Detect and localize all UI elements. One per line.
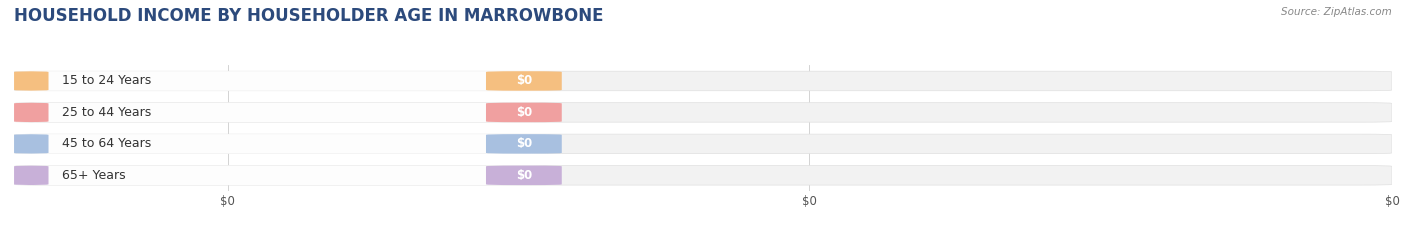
FancyBboxPatch shape xyxy=(14,134,548,154)
Text: HOUSEHOLD INCOME BY HOUSEHOLDER AGE IN MARROWBONE: HOUSEHOLD INCOME BY HOUSEHOLDER AGE IN M… xyxy=(14,7,603,25)
FancyBboxPatch shape xyxy=(486,71,562,91)
Text: 65+ Years: 65+ Years xyxy=(62,169,127,182)
Text: 45 to 64 Years: 45 to 64 Years xyxy=(62,137,152,150)
Text: 25 to 44 Years: 25 to 44 Years xyxy=(62,106,152,119)
FancyBboxPatch shape xyxy=(14,103,548,122)
FancyBboxPatch shape xyxy=(486,134,562,154)
FancyBboxPatch shape xyxy=(14,71,1392,91)
FancyBboxPatch shape xyxy=(14,103,48,122)
FancyBboxPatch shape xyxy=(14,103,1392,122)
Text: Source: ZipAtlas.com: Source: ZipAtlas.com xyxy=(1281,7,1392,17)
FancyBboxPatch shape xyxy=(14,166,1392,185)
FancyBboxPatch shape xyxy=(14,71,548,91)
Text: $0: $0 xyxy=(516,106,531,119)
FancyBboxPatch shape xyxy=(14,134,48,154)
FancyBboxPatch shape xyxy=(14,166,548,185)
Text: $0: $0 xyxy=(516,169,531,182)
Text: $0: $0 xyxy=(516,137,531,150)
FancyBboxPatch shape xyxy=(14,166,48,185)
FancyBboxPatch shape xyxy=(14,134,1392,154)
FancyBboxPatch shape xyxy=(14,71,48,91)
FancyBboxPatch shape xyxy=(486,103,562,122)
FancyBboxPatch shape xyxy=(486,166,562,185)
Text: $0: $0 xyxy=(516,75,531,87)
Text: 15 to 24 Years: 15 to 24 Years xyxy=(62,75,152,87)
